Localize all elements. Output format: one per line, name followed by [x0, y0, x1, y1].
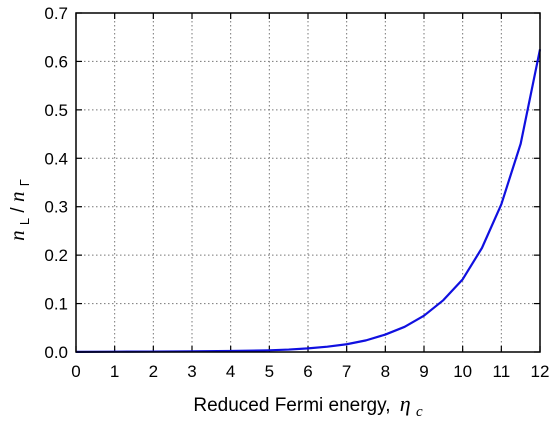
y-tick-label: 0.6 [44, 52, 68, 71]
x-tick-label: 1 [110, 362, 119, 381]
y-tick-label: 0.4 [44, 149, 68, 168]
y-axis-label-slash: / [8, 207, 29, 213]
x-tick-label: 9 [419, 362, 428, 381]
grid-lines [76, 13, 540, 352]
y-axis-label: n L / n Γ [5, 179, 34, 241]
y-axis-label-den-subscript: Γ [17, 179, 32, 186]
x-tick-label: 11 [493, 362, 511, 381]
x-tick-label: 12 [531, 362, 550, 381]
x-axis-label-symbol: η [400, 391, 411, 416]
x-tick-label: 2 [149, 362, 158, 381]
y-tick-label: 0.2 [44, 246, 68, 265]
y-tick-label: 0.5 [44, 101, 68, 120]
x-tick-label: 7 [342, 362, 351, 381]
x-axis-label-text: Reduced Fermi energy, [193, 395, 390, 416]
y-tick-label: 0.0 [44, 343, 68, 362]
x-axis-label-subscript: c [416, 404, 423, 420]
y-tick-label: 0.3 [44, 198, 68, 217]
y-axis-label-num-subscript: L [17, 218, 32, 225]
y-tick-labels: 0.0 0.1 0.2 0.3 0.4 0.5 0.6 0.7 [44, 4, 68, 362]
x-tick-label: 8 [381, 362, 390, 381]
plot-frame [75, 12, 541, 353]
x-axis-label: Reduced Fermi energy, η c [193, 391, 423, 420]
x-tick-label: 3 [187, 362, 196, 381]
x-tick-label: 5 [265, 362, 274, 381]
x-tick-label: 10 [453, 362, 472, 381]
x-tick-labels: 0 1 2 3 4 5 6 7 8 9 10 11 12 [71, 362, 549, 381]
y-tick-label: 0.7 [44, 4, 68, 23]
x-tick-label: 0 [71, 362, 80, 381]
y-axis-label-den-symbol: n [5, 192, 29, 203]
y-axis-label-num-symbol: n [5, 230, 29, 241]
y-tick-label: 0.1 [44, 295, 68, 314]
x-tick-label: 6 [303, 362, 312, 381]
x-tick-label: 4 [226, 362, 235, 381]
